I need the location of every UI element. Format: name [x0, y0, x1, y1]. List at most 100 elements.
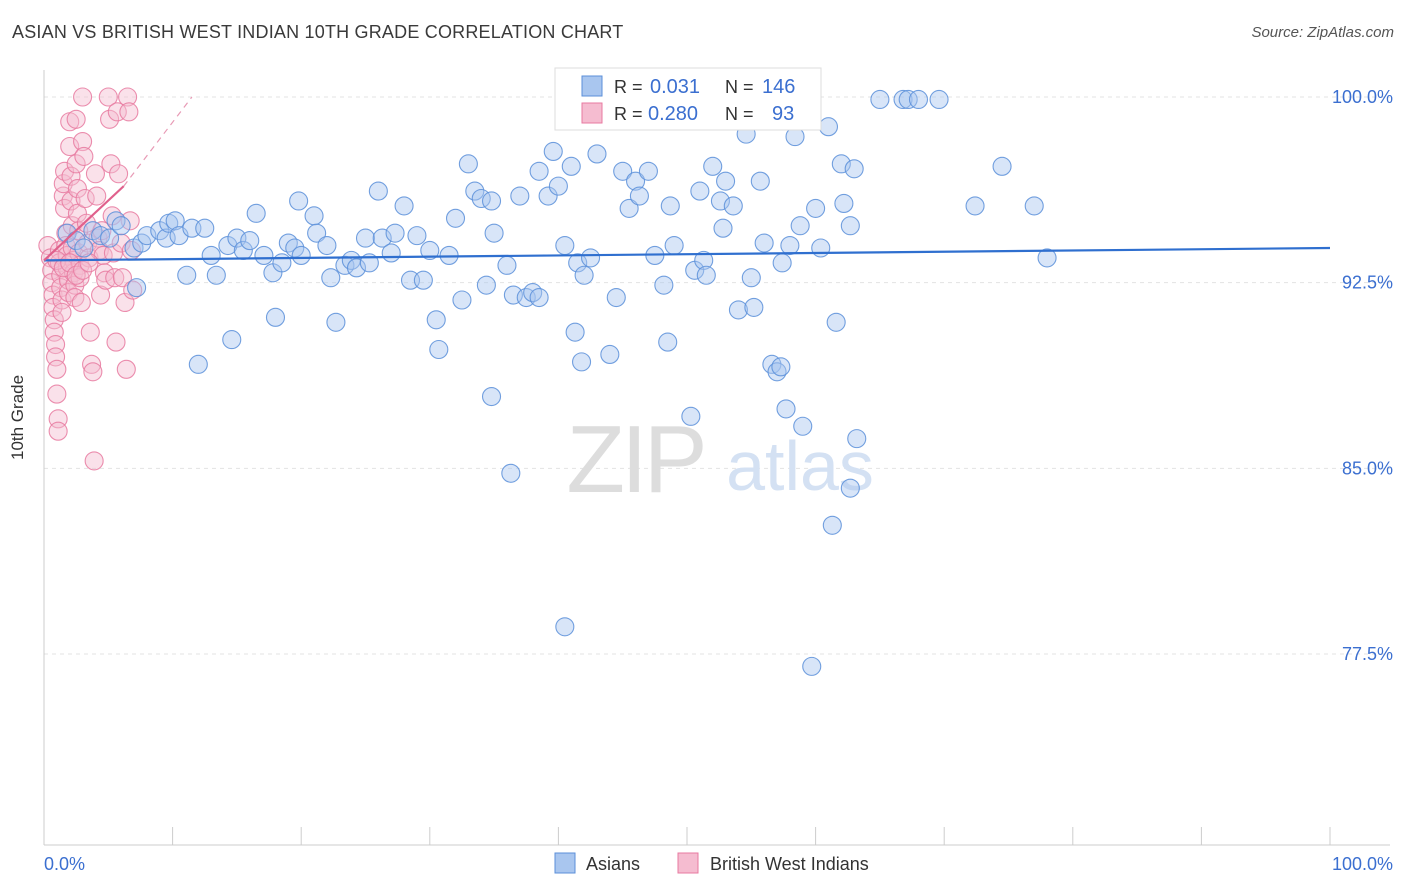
- gridlines: [44, 96, 1390, 655]
- asian-point-88: [600, 344, 620, 365]
- tick-labels: 77.5% 85.0% 92.5% 100.0% 0.0% 100.0%: [44, 87, 1393, 874]
- bwi-point-23: [55, 198, 75, 218]
- stats-n-label-asians: N =: [725, 77, 754, 97]
- watermark-zip: ZIP: [566, 406, 703, 513]
- asian-point-71: [510, 186, 530, 206]
- asian-point-84: [571, 352, 592, 372]
- bwi-point-78: [111, 233, 131, 253]
- asian-point-64: [476, 275, 496, 295]
- asian-point-144: [1024, 196, 1044, 216]
- bwi-point-48: [71, 292, 91, 313]
- asian-point-119: [772, 253, 792, 273]
- asian-point-140: [908, 89, 929, 110]
- asian-point-78: [548, 176, 568, 196]
- bwi-point-82: [118, 87, 138, 107]
- trend-lines: [43, 96, 1331, 262]
- watermark: ZIP atlas: [566, 406, 874, 513]
- asian-point-106: [710, 191, 730, 211]
- asian-point-109: [723, 196, 743, 216]
- asian-point-97: [658, 332, 678, 352]
- asian-point-48: [372, 228, 392, 248]
- bwi-point-51: [74, 146, 94, 166]
- asian-point-115: [754, 233, 774, 253]
- asian-point-21: [201, 245, 221, 265]
- bwi-point-42: [67, 179, 87, 199]
- asian-point-15: [165, 211, 185, 231]
- asian-point-104: [696, 265, 716, 285]
- asian-point-31: [265, 307, 286, 327]
- asian-point-20: [195, 218, 215, 238]
- asian-point-9: [127, 278, 147, 298]
- bwi-point-13: [48, 421, 68, 441]
- asian-point-126: [806, 198, 826, 218]
- bwi-point-55: [79, 248, 99, 268]
- asian-point-79: [555, 235, 575, 256]
- bwi-point-58: [83, 362, 103, 382]
- asian-point-61: [458, 154, 478, 174]
- asian-point-123: [790, 216, 810, 236]
- bwi-point-59: [84, 451, 104, 471]
- bwi-point-49: [73, 87, 93, 107]
- x-tick-label-0: 0.0%: [44, 854, 85, 874]
- asian-point-130: [826, 312, 846, 332]
- bwi-point-31: [60, 136, 80, 157]
- bwi-point-79: [112, 268, 132, 288]
- bwi-point-91: [73, 260, 93, 280]
- stats-swatch-bwi: [581, 102, 603, 124]
- asian-point-133: [840, 478, 860, 498]
- bwi-point-56: [80, 322, 100, 342]
- y-tick-label-1: 85.0%: [1342, 458, 1393, 478]
- asian-point-91: [619, 198, 639, 218]
- asian-point-102: [690, 181, 710, 201]
- bwi-point-92: [79, 253, 99, 273]
- bwi-point-75: [106, 332, 126, 352]
- source-credit: Source: ZipAtlas.com: [1251, 24, 1394, 41]
- asian-point-87: [587, 144, 607, 164]
- asian-point-81: [561, 156, 581, 176]
- asian-point-57: [429, 339, 449, 360]
- asian-point-137: [870, 89, 890, 110]
- bwi-point-77: [109, 164, 129, 184]
- bwi-point-90: [66, 265, 86, 285]
- asian-point-82: [565, 322, 585, 342]
- bwi-point-67: [94, 263, 114, 283]
- legend-swatch-bwi: [677, 852, 699, 874]
- asian-point-89: [606, 287, 626, 308]
- asian-point-51: [394, 196, 414, 216]
- asian-point-62: [465, 181, 485, 201]
- asian-point-108: [716, 171, 736, 191]
- series-british-west-indians: [38, 87, 143, 471]
- asian-point-86: [580, 248, 601, 268]
- asian-point-2: [74, 238, 94, 258]
- trend-line-asians: [43, 246, 1331, 262]
- asian-point-5: [100, 228, 120, 248]
- bwi-point-76: [107, 102, 127, 122]
- asian-point-50: [385, 223, 405, 243]
- asian-point-27: [240, 231, 260, 251]
- legend-label-bwi: British West Indians: [710, 854, 869, 874]
- asian-point-77: [543, 141, 563, 162]
- bwi-point-32: [61, 166, 81, 186]
- asian-point-11: [137, 226, 157, 246]
- asian-point-128: [818, 117, 839, 137]
- asian-point-118: [771, 357, 791, 377]
- trend-line-bwi: [43, 185, 125, 262]
- asian-point-120: [776, 399, 796, 419]
- bwi-point-70: [100, 109, 120, 129]
- y-tick-label-2: 92.5%: [1342, 273, 1393, 293]
- asian-point-39: [317, 235, 337, 256]
- chart-title: ASIAN VS BRITISH WEST INDIAN 10TH GRADE …: [12, 22, 624, 42]
- asian-point-36: [291, 245, 311, 265]
- asian-point-42: [335, 255, 355, 275]
- asian-point-75: [529, 287, 549, 308]
- asian-point-60: [452, 290, 472, 310]
- asian-point-33: [278, 233, 298, 253]
- asian-point-134: [840, 216, 860, 236]
- asian-point-38: [307, 223, 327, 243]
- asian-point-85: [574, 265, 594, 285]
- asian-point-112: [741, 268, 761, 288]
- bwi-point-52: [75, 188, 95, 209]
- asian-point-41: [326, 312, 346, 332]
- asian-point-136: [847, 429, 867, 449]
- bwi-point-40: [66, 109, 86, 129]
